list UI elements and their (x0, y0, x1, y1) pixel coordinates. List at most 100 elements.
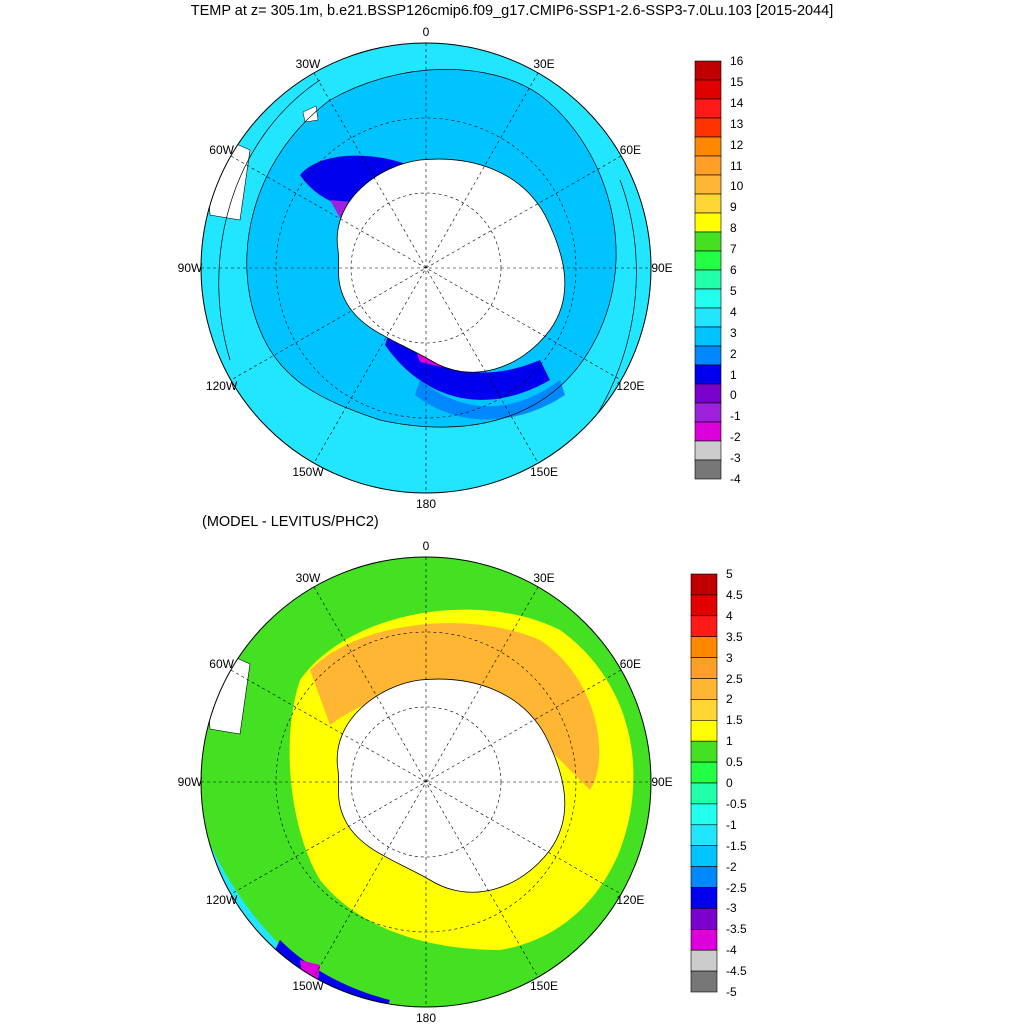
colorbar-tick-label: 4 (730, 304, 737, 319)
colorbar-swatch (690, 594, 718, 617)
colorbar-tick-label: 0 (726, 776, 733, 790)
colorbar-tick-label: 1.5 (726, 713, 743, 728)
colorbar-tick-label: 5 (730, 283, 737, 298)
longitude-label: 90W (177, 775, 203, 789)
colorbar-swatch (694, 79, 722, 100)
map-boundary (200, 556, 652, 1008)
longitude-label: 0 (422, 25, 430, 39)
colorbar-tick-label: 6 (730, 263, 737, 277)
colorbar-tick-label: 3.5 (726, 629, 743, 644)
colorbar-tick-label: 13 (730, 116, 744, 131)
longitude-label: 60E (619, 143, 642, 157)
colorbar-swatch (694, 440, 722, 461)
antarctica-landmass (336, 678, 566, 893)
colorbar-swatch (694, 117, 722, 138)
colorbar-tick-label: 9 (730, 200, 737, 215)
longitude-label: 150E (529, 979, 559, 994)
colorbar-tick-label: 16 (730, 54, 744, 68)
colorbar-swatch (694, 193, 722, 214)
colorbar-tick-label: -1 (726, 817, 737, 832)
colorbar-tick-label: -4 (730, 472, 741, 486)
colorbar-swatch (694, 459, 722, 480)
colorbar-swatch (694, 383, 722, 404)
figure-title: TEMP at z= 305.1m, b.e21.BSSP126cmip6.f0… (190, 3, 834, 19)
colorbar-tick-label: -1 (730, 409, 741, 424)
longitude-label: 60W (209, 143, 234, 157)
colorbar-swatch (694, 364, 722, 385)
cold-shelf-ross (385, 330, 550, 400)
longitude-label: 120E (616, 893, 645, 907)
colorbar-swatch (690, 678, 718, 700)
longitude-label: 180 (415, 497, 437, 511)
colorbar-tick-label: 5 (726, 567, 733, 581)
anomaly-field-orange (310, 623, 600, 790)
colorbar-swatch (690, 866, 718, 888)
colorbar-swatch (694, 212, 722, 233)
colorbar-swatch (694, 421, 722, 442)
longitude-label: 120W (205, 893, 238, 907)
colorbar-swatch (690, 949, 718, 972)
longitude-label: 30E (533, 56, 555, 71)
colorbar-tick-label: 2.5 (726, 671, 743, 686)
colorbar-tick-label: 1 (730, 367, 737, 382)
longitude-label: 60E (619, 657, 642, 671)
colorbar-tick-label: 1 (726, 734, 733, 749)
longitude-label: 0 (422, 539, 430, 553)
colorbar-tick-label: 0.5 (726, 755, 743, 770)
colorbar-tick-label: 10 (730, 179, 744, 194)
colorbar-tick-label: -4.5 (726, 964, 747, 979)
longitude-label: 180 (415, 1011, 437, 1025)
colorbar-tick-label: 4.5 (726, 587, 743, 602)
colorbar-swatch (690, 970, 718, 993)
longitude-label: 150W (292, 465, 324, 480)
colorbar-swatch (694, 345, 722, 366)
colorbar-tick-label: -3 (726, 901, 737, 916)
colorbar-swatch (694, 98, 722, 119)
colorbar-swatch (690, 845, 718, 867)
colorbar-swatch (690, 761, 718, 784)
colorbar-tick-label: 8 (730, 221, 737, 236)
colorbar-swatch (690, 782, 718, 805)
longitude-label: 90E (651, 775, 673, 789)
colorbar-swatch (694, 231, 722, 252)
colorbar-tick-label: -5 (726, 985, 737, 999)
colorbar-tick-label: 2 (730, 346, 737, 361)
colorbar-swatch (694, 155, 722, 176)
colorbar-tick-label: -1.5 (726, 838, 747, 853)
figure-subtitle: (MODEL - LEVITUS/PHC2) (202, 514, 379, 530)
colorbar-swatch (694, 250, 722, 271)
longitude-label: 30W (295, 56, 321, 71)
longitude-label: 120E (616, 379, 645, 393)
colorbar-swatch (690, 720, 718, 742)
colorbar-tick-label: 11 (730, 158, 743, 173)
colorbar-tick-label: 2 (726, 692, 733, 707)
graticule (201, 43, 651, 493)
colorbar-tick-label: 3 (726, 650, 733, 665)
island-south-georgia (302, 105, 319, 123)
colorbar-swatch (690, 740, 718, 763)
colorbar-swatch (690, 908, 718, 930)
colorbar-swatch (690, 636, 718, 658)
longitude-label: 60W (209, 657, 234, 671)
longitude-label: 90W (177, 261, 203, 275)
colorbar-tick-label: -2.5 (726, 880, 747, 895)
colorbar-swatch (690, 887, 718, 909)
colorbar-swatch (694, 269, 722, 290)
colorbar-tick-label: -2 (726, 859, 737, 874)
colorbar-tick-label: 0 (730, 388, 737, 403)
colorbar-tick-label: 3 (730, 325, 737, 340)
colorbar-swatch (690, 928, 718, 951)
colorbar-swatch (690, 615, 718, 637)
colorbar-swatch (694, 288, 722, 309)
colorbar-tick-label: 14 (730, 95, 744, 110)
longitude-label: 30E (533, 570, 555, 585)
colorbar-swatch (690, 699, 718, 721)
colorbar-swatch (694, 326, 722, 347)
colorbar-swatch (694, 174, 722, 195)
colorbar-swatches (690, 573, 718, 993)
graticule (201, 557, 651, 1007)
colorbar-tick-label: 7 (730, 242, 737, 257)
colorbar-swatches (694, 60, 722, 480)
colorbar-swatch (690, 657, 718, 679)
anomaly-map (200, 556, 652, 1008)
